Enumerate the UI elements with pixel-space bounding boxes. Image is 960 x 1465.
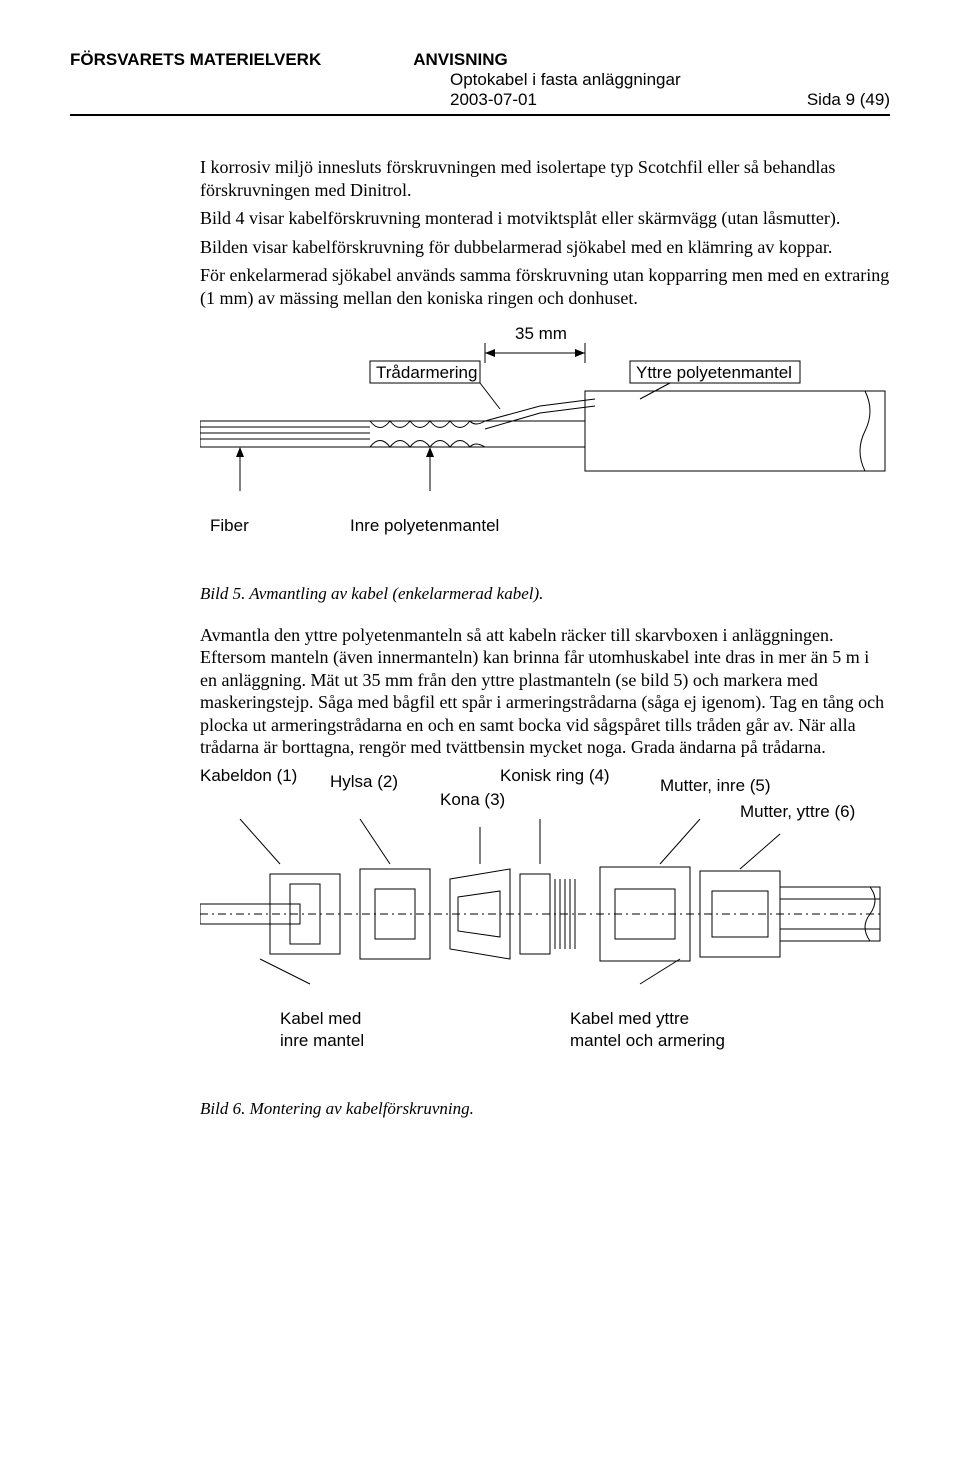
header-top-row: FÖRSVARETS MATERIELVERK ANVISNING (70, 50, 890, 70)
doc-subtitle: Optokabel i fasta anläggningar (450, 70, 681, 90)
org-name: FÖRSVARETS MATERIELVERK (70, 50, 321, 70)
fig6-top-labels: Kabeldon (1) Hylsa (2) Kona (3) Konisk r… (200, 765, 890, 819)
intro-p1: I korrosiv miljö innesluts förskruvninge… (200, 156, 890, 201)
fig6-kabeldon: Kabeldon (1) (200, 765, 297, 786)
header-sub-row-1: Optokabel i fasta anläggningar (70, 70, 890, 90)
figure-6: Kabeldon (1) Hylsa (2) Kona (3) Konisk r… (200, 765, 890, 1120)
fig6-kabel-yttre-2: mantel och armering (570, 1030, 725, 1051)
fig6-bottom-labels: Kabel med inre mantel Kabel med yttre ma… (200, 1008, 890, 1058)
mid-paragraph: Avmantla den yttre polyetenmanteln så at… (200, 624, 890, 759)
doc-date: 2003-07-01 (450, 90, 537, 110)
fig6-hylsa: Hylsa (2) (330, 771, 398, 792)
intro-p2: Bild 4 visar kabelförskruvning monterad … (200, 207, 890, 230)
fig6-kona: Kona (3) (440, 789, 505, 810)
intro-p3: Bilden visar kabelförskruvning för dubbe… (200, 236, 890, 259)
fig6-kabel-inre-2: inre mantel (280, 1030, 364, 1051)
figure-5: 35 mm Trådarmering Yttre polyetenmantel (200, 321, 890, 604)
fig5-inre: Inre polyetenmantel (350, 516, 499, 535)
doc-type: ANVISNING (413, 50, 507, 70)
fig6-konisk: Konisk ring (4) (500, 765, 610, 786)
page: FÖRSVARETS MATERIELVERK ANVISNING Optoka… (0, 0, 960, 1196)
figure-6-svg (200, 819, 890, 999)
body: I korrosiv miljö innesluts förskruvninge… (200, 156, 890, 1120)
header-sub-row-2: 2003-07-01 Sida 9 (49) (70, 90, 890, 110)
intro-p4: För enkelarmerad sjökabel används samma … (200, 264, 890, 309)
fig5-fiber: Fiber (210, 516, 249, 535)
fig5-tradarmering: Trådarmering (376, 363, 477, 382)
figure-5-svg: 35 mm Trådarmering Yttre polyetenmantel (200, 321, 890, 571)
fig6-kabel-yttre-1: Kabel med yttre (570, 1008, 725, 1029)
fig6-mutter-yttre: Mutter, yttre (6) (740, 801, 855, 822)
header-rule (70, 114, 890, 116)
fig6-mutter-inre: Mutter, inre (5) (660, 775, 771, 796)
fig5-yttre: Yttre polyetenmantel (636, 363, 792, 382)
figure-6-caption: Bild 6. Montering av kabelförskruvning. (200, 1098, 890, 1119)
fig6-kabel-inre-1: Kabel med (280, 1008, 364, 1029)
doc-page: Sida 9 (49) (807, 90, 890, 110)
figure-5-caption: Bild 5. Avmantling av kabel (enkelarmera… (200, 583, 890, 604)
fig5-dim-label: 35 mm (515, 324, 567, 343)
